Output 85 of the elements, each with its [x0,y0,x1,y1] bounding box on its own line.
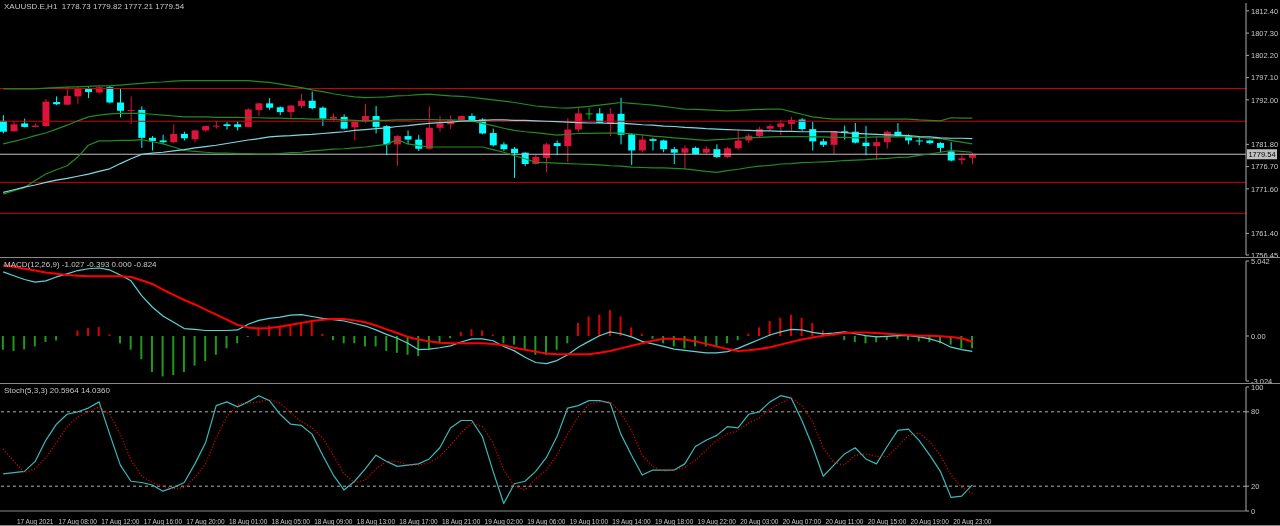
candlestick [255,102,263,117]
bar [513,336,516,345]
bar [555,336,558,350]
candlestick [404,129,412,145]
chart-title: MACD(12,26,9) -1.027 -0.393 0.000 -0.824 [4,260,157,269]
bar [76,330,79,337]
candlestick [873,136,881,161]
candlestick [628,132,636,166]
bar [449,336,452,339]
bar [12,336,15,351]
candlestick [585,107,593,121]
candlestick [223,121,231,131]
bar [23,336,26,350]
bar [33,336,36,347]
bar [576,322,579,337]
candlestick [681,144,689,170]
bar [726,336,729,344]
candlestick [170,123,178,144]
bar [598,314,601,337]
bar [747,333,750,337]
bar [161,336,164,377]
bar [193,336,196,366]
candlestick [319,105,327,127]
bar [1,336,4,350]
bar [896,336,899,339]
bar [310,320,313,337]
bar [119,336,122,344]
bar [470,329,473,337]
bar [843,336,846,341]
candlestick [0,114,7,134]
bar [300,322,303,337]
bar [172,336,175,376]
line-series [2,80,973,122]
bar [651,336,654,339]
bar [811,322,814,337]
candlestick [127,95,135,125]
bar [757,327,760,337]
candlestick [734,129,742,151]
candlestick [425,105,433,151]
bar [395,336,398,353]
bar [587,316,590,337]
bar [182,336,185,373]
bar [768,320,771,337]
bar [481,330,484,337]
bar [363,336,366,347]
bar [523,336,526,350]
bar [225,336,228,349]
chart-title: Stoch(5,3,3) 20.5964 14.0360 [4,386,110,395]
candlestick [766,123,774,131]
bar [140,336,143,360]
bar [204,336,207,362]
bar [236,336,239,344]
candlestick [564,117,572,163]
candlestick [287,104,295,119]
candlestick [511,146,519,179]
bar [907,336,910,341]
candlestick [159,134,167,145]
bar [87,327,90,337]
bar [385,336,388,351]
bar [502,336,505,344]
bar [630,327,633,337]
bar [619,316,622,337]
bar [608,310,611,337]
bar [332,336,335,341]
bar [321,333,324,337]
bar [374,336,377,347]
bar [44,336,47,342]
bar [459,331,462,337]
bar [342,336,345,344]
candlestick [543,142,550,173]
bar [97,327,100,337]
candlestick [649,137,657,151]
bar [853,336,856,343]
bar [150,336,153,373]
candlestick [117,87,125,118]
bar [640,333,643,337]
bar [353,336,356,344]
bar [864,336,867,344]
bar [129,336,132,350]
candlestick [553,139,561,156]
bar [214,336,217,355]
bar [789,314,792,337]
chart-title: XAUUSD.E,H1 1778.73 1779.82 1777.21 1779.54 [4,2,185,11]
bar [736,336,739,341]
bar [566,336,569,344]
